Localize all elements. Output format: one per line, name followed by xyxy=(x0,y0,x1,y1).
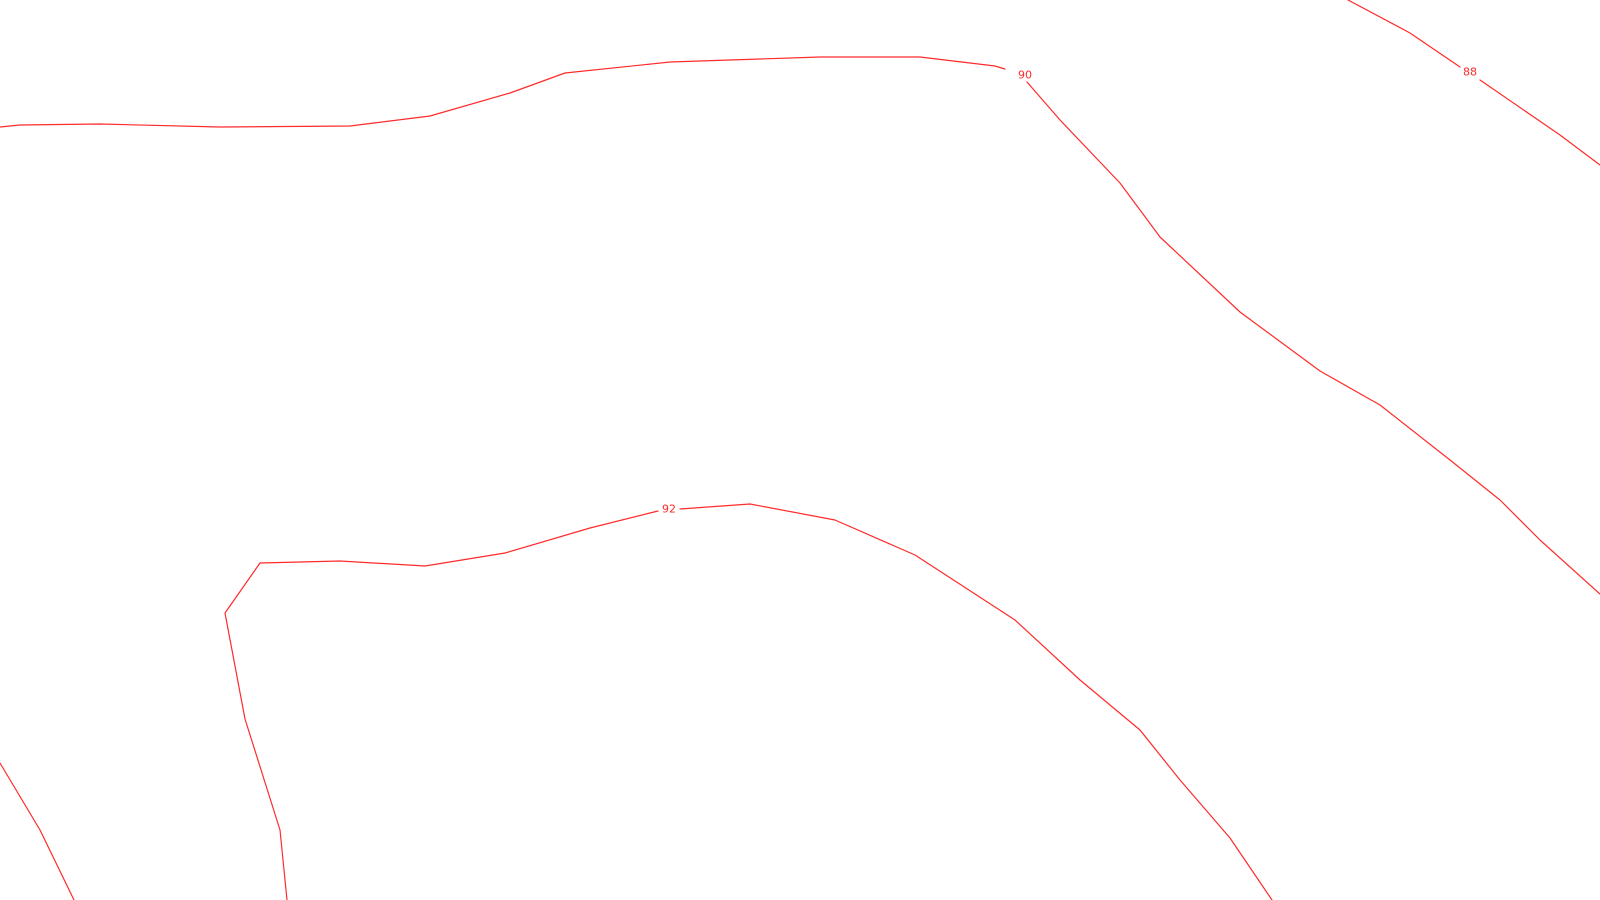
contour-88-label: 88 xyxy=(1463,66,1477,79)
contour-90-line xyxy=(0,56,1006,128)
contour-88-line-continued xyxy=(1479,79,1600,166)
contour-90: 90 xyxy=(0,56,1600,595)
contour-90-label: 90 xyxy=(1018,69,1032,82)
contour-88: 88 xyxy=(1347,0,1600,166)
contour-92-line xyxy=(224,510,659,900)
contour-edge-line xyxy=(0,762,75,900)
contour-88-line xyxy=(1347,0,1461,68)
contour-90-line-continued xyxy=(1026,81,1600,595)
contour-92-line-continued xyxy=(679,503,1273,900)
contour-92-label: 92 xyxy=(662,503,676,516)
contour-edge xyxy=(0,762,75,900)
contour-92: 92 xyxy=(224,503,1273,900)
